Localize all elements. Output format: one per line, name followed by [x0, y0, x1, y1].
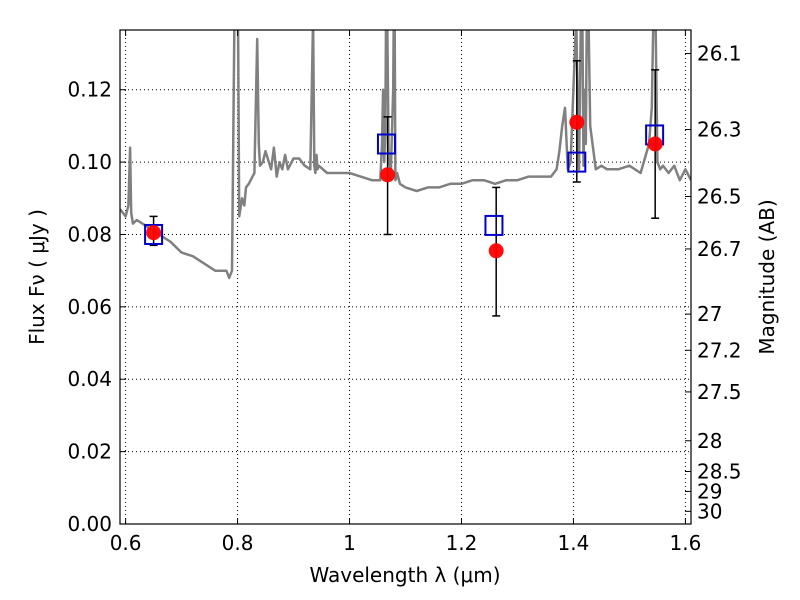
synthetic-point: [484, 214, 504, 236]
right-tick-label: 28.5: [697, 460, 742, 484]
right-axis-label: Magnitude (AB): [755, 199, 779, 354]
synthetic-point: [567, 151, 587, 173]
y-tick-label: 0.12: [67, 78, 112, 102]
y-tick-label: 0.00: [67, 512, 112, 536]
right-tick-label: 28: [697, 429, 722, 453]
y-axis-label: Flux Fν ( μJy ): [25, 209, 49, 345]
y-tick-label: 0.08: [67, 222, 112, 246]
x-tick-label: 1.4: [558, 531, 590, 555]
synthetic-point: [144, 223, 164, 245]
right-tick-label: 26.7: [697, 237, 742, 261]
observed-photometry-points: [146, 114, 663, 259]
x-axis-ticks: 0.6 0.8 1 1.2 1.4 1.6: [110, 30, 701, 555]
observed-point: [380, 167, 396, 183]
x-tick-label: 1.6: [669, 531, 701, 555]
x-tick-label: 1.2: [446, 531, 478, 555]
observed-point: [569, 114, 585, 130]
synthetic-photometry-points: [144, 124, 665, 245]
right-tick-label: 27.2: [697, 338, 742, 362]
right-tick-label: 30: [697, 499, 722, 523]
observed-point: [647, 136, 663, 152]
x-tick-label: 0.6: [110, 531, 142, 555]
synthetic-point: [376, 133, 396, 155]
x-axis-label: Wavelength λ (μm): [309, 563, 500, 587]
right-tick-label: 26.3: [697, 118, 742, 142]
right-tick-label: 26.1: [697, 42, 742, 66]
observed-point: [146, 225, 162, 241]
right-tick-label: 29: [697, 479, 722, 503]
y-tick-label: 0.02: [67, 440, 112, 464]
x-tick-label: 0.8: [222, 531, 254, 555]
observed-point: [488, 243, 504, 259]
y-tick-label: 0.10: [67, 150, 112, 174]
right-tick-label: 27.5: [697, 380, 742, 404]
right-tick-label: 27: [697, 302, 722, 326]
model-spectrum-line: [120, 30, 691, 280]
x-tick-label: 1: [343, 531, 356, 555]
y-axis-ticks: 0.00 0.02 0.04 0.06 0.08 0.10 0.12: [67, 78, 126, 536]
y-tick-label: 0.06: [67, 295, 112, 319]
plot-frame: [119, 29, 692, 525]
right-tick-label: 26.5: [697, 184, 742, 208]
model-spectrum: [120, 30, 691, 280]
y-tick-label: 0.04: [67, 367, 112, 391]
